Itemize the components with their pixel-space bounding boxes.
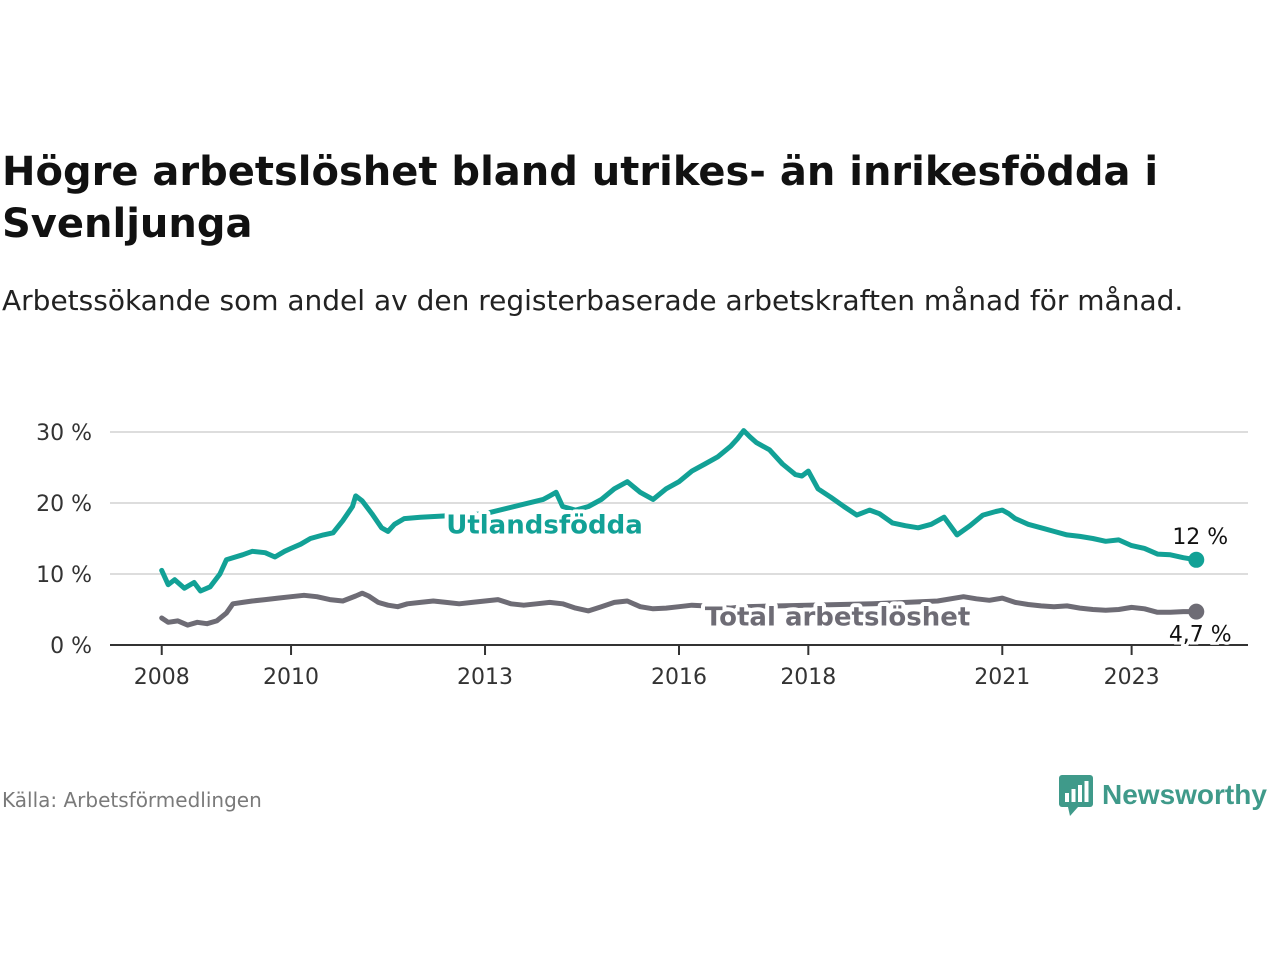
newsworthy-logo[interactable]: Newsworthy (1058, 772, 1267, 818)
chart-subtitle: Arbetssökande som andel av den registerb… (2, 284, 1184, 317)
line-chart: 0 % 10 % 20 % 30 % 2008 2010 2013 2016 2018 2021… (36, 421, 1248, 690)
x-tick-label: 2023 (1104, 665, 1160, 690)
y-tick-label: 10 % (36, 563, 92, 588)
newsworthy-logo-icon (1059, 775, 1093, 816)
x-tick-label: 2008 (134, 665, 190, 690)
brand-name: Newsworthy (1102, 779, 1267, 810)
series-label-total: Total arbetslöshet (705, 603, 970, 633)
x-tick-label: 2018 (780, 665, 836, 690)
x-tick-label: 2016 (651, 665, 707, 690)
x-axis-ticks: 2008 2010 2013 2016 2018 2021 2023 (134, 645, 1160, 690)
series-label-foreign-born: Utlandsfödda (446, 510, 643, 540)
end-label-foreign-born: 12 % (1172, 525, 1228, 550)
y-tick-label: 20 % (36, 492, 92, 517)
series-labels: Utlandsfödda Total arbetslöshet 12 % 4,7 % (442, 506, 1234, 650)
x-tick-label: 2021 (974, 665, 1030, 690)
x-tick-label: 2010 (263, 665, 319, 690)
source-note: Källa: Arbetsförmedlingen (2, 788, 262, 812)
end-point-foreign-born (1188, 551, 1205, 568)
chart-title: Högre arbetslöshet bland utrikes- än inr… (2, 149, 1159, 247)
y-axis-ticks: 0 % 10 % 20 % 30 % (36, 421, 92, 659)
y-tick-label: 0 % (50, 634, 92, 659)
series-line-total (159, 590, 1199, 628)
x-tick-label: 2013 (457, 665, 513, 690)
end-point-total (1188, 603, 1205, 620)
end-label-total: 4,7 % (1169, 623, 1232, 648)
series-line-foreign-born (159, 428, 1199, 594)
y-tick-label: 30 % (36, 421, 92, 446)
series-lines (159, 428, 1205, 628)
